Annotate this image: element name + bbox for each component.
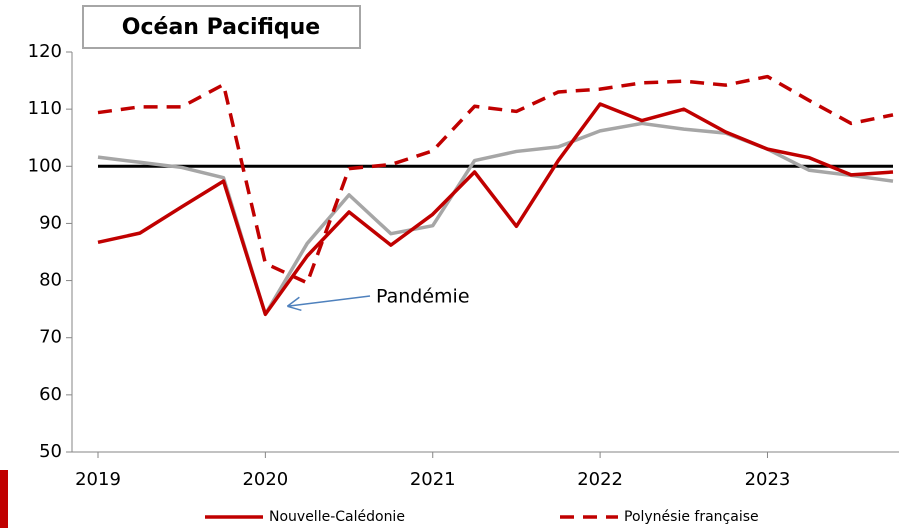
series-line — [97, 74, 894, 285]
x-tick-label: 2020 — [242, 469, 288, 490]
title-box — [82, 5, 361, 49]
y-tick-label: 110 — [28, 98, 62, 119]
series-line — [97, 102, 894, 317]
y-tick-label: 70 — [39, 327, 62, 348]
annotation: Pandémie — [376, 286, 470, 308]
decor-bar — [0, 470, 8, 528]
legend-label: Nouvelle-Calédonie — [269, 509, 405, 525]
y-tick-label: 90 — [39, 212, 62, 233]
y-tick-label: 50 — [39, 441, 62, 462]
x-tick-label: 2022 — [577, 469, 623, 490]
annotation-arrow — [287, 295, 371, 308]
legend-label: Polynésie française — [624, 509, 759, 525]
annotation-arrowhead — [286, 296, 302, 312]
x-tick-label: 2021 — [410, 469, 456, 490]
x-tick-label: 2019 — [75, 469, 121, 490]
y-tick-label: 120 — [28, 41, 62, 62]
y-tick-label: 60 — [39, 384, 62, 405]
y-tick-label: 80 — [39, 270, 62, 291]
y-tick-label: 100 — [28, 155, 62, 176]
x-tick-label: 2023 — [745, 469, 791, 490]
chart-title: Océan Pacifique — [122, 15, 320, 40]
